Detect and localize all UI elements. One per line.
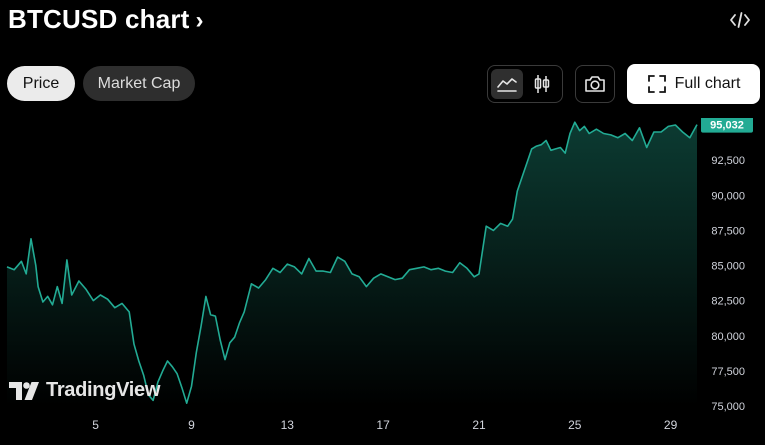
tradingview-logo[interactable]: TradingView [9,379,160,402]
tradingview-logo-icon [9,381,39,400]
snapshot-button[interactable] [575,65,615,103]
y-tick-label: 92,500 [711,155,745,167]
price-area-fill [7,122,697,406]
price-chart-svg: 92,500 90,000 87,500 85,000 82,500 80,000 77,5… [6,118,753,432]
candlestick-chart-button[interactable] [526,69,558,99]
x-tick-label: 21 [472,418,486,432]
chart-title-link[interactable]: BTCUSD chart › [8,4,204,35]
chevron-right-icon: › [195,6,204,34]
full-chart-label: Full chart [674,75,741,92]
full-chart-button[interactable]: Full chart [627,64,760,104]
y-tick-label: 82,500 [711,296,745,308]
x-tick-label: 29 [664,418,678,432]
y-tick-label: 87,500 [711,225,745,237]
y-tick-label: 80,000 [711,331,745,343]
x-tick-label: 9 [188,418,195,432]
chart-type-toggle [487,65,563,103]
area-chart-button[interactable] [491,69,523,99]
x-tick-label: 17 [376,418,390,432]
y-tick-label: 77,500 [711,366,745,378]
y-tick-label: 85,000 [711,261,745,273]
expand-icon [647,75,666,93]
price-line [6,121,698,405]
code-embed-icon[interactable] [728,8,752,32]
tab-price[interactable]: Price [7,66,75,101]
candlestick-icon [534,75,550,93]
price-chart[interactable]: 92,500 90,000 87,500 85,000 82,500 80,000 77,5… [0,118,765,445]
x-tick-label: 25 [568,418,582,432]
x-tick-label: 13 [281,418,295,432]
tab-market-cap[interactable]: Market Cap [83,66,195,101]
last-price-label: 95,032 [710,120,744,132]
page-title: BTCUSD chart [8,4,190,34]
y-tick-label: 75,000 [711,401,745,413]
x-tick-label: 5 [92,418,99,432]
last-price-badge [701,118,753,133]
tradingview-logo-text: TradingView [46,379,161,401]
camera-icon [585,76,605,92]
area-chart-icon [497,78,517,92]
y-tick-label: 90,000 [711,190,745,202]
